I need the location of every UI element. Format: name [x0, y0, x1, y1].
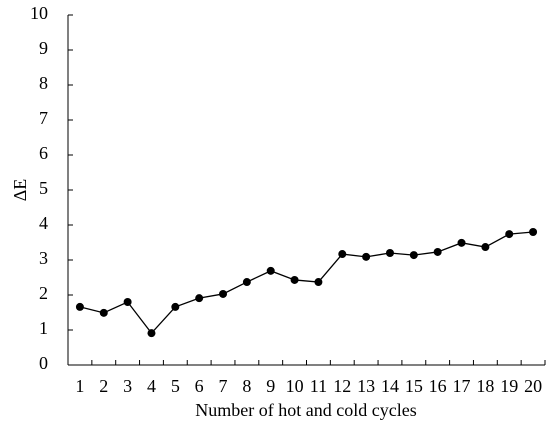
- x-tick-label: 11: [310, 376, 327, 396]
- y-tick-label: 2: [39, 283, 48, 303]
- data-point: [219, 289, 228, 298]
- x-tick-label: 14: [381, 376, 399, 396]
- data-point: [195, 294, 204, 303]
- y-tick-label: 8: [39, 73, 48, 93]
- x-tick-label: 8: [242, 376, 251, 396]
- x-tick-label: 19: [500, 376, 518, 396]
- x-tick-label: 10: [286, 376, 304, 396]
- y-tick-label: 5: [39, 178, 48, 198]
- data-point: [171, 302, 180, 311]
- data-point: [433, 247, 442, 256]
- x-tick-label: 13: [357, 376, 375, 396]
- data-point: [99, 308, 108, 317]
- y-tick-label: 9: [39, 38, 48, 58]
- x-axis-label: Number of hot and cold cycles: [195, 400, 416, 420]
- data-point: [481, 243, 490, 252]
- data-point: [242, 278, 251, 287]
- data-point: [457, 238, 466, 247]
- x-tick-label: 17: [453, 376, 471, 396]
- data-point: [314, 278, 323, 287]
- y-tick-label: 10: [30, 3, 48, 23]
- y-tick-label: 0: [39, 353, 48, 373]
- data-point: [409, 251, 418, 260]
- y-axis-label: ΔE: [10, 179, 30, 202]
- x-tick-label: 4: [147, 376, 156, 396]
- data-point: [266, 266, 275, 275]
- data-point: [529, 228, 538, 236]
- data-point: [75, 302, 84, 311]
- data-point: [147, 329, 156, 338]
- x-tick-label: 3: [123, 376, 132, 396]
- x-tick-label: 15: [405, 376, 423, 396]
- data-line: [79, 231, 534, 335]
- x-tick-label: 12: [333, 376, 351, 396]
- y-tick-label: 1: [39, 318, 48, 338]
- x-tick-label: 2: [99, 376, 108, 396]
- data-point: [338, 250, 347, 259]
- x-tick-label: 16: [429, 376, 447, 396]
- data-point: [290, 275, 299, 284]
- data-point: [123, 298, 132, 306]
- data-point: [505, 230, 514, 239]
- x-tick-label: 1: [75, 376, 84, 396]
- x-tick-label: 9: [266, 376, 275, 396]
- data-point: [385, 249, 394, 257]
- y-tick-label: 6: [39, 143, 48, 163]
- data-point: [362, 252, 371, 261]
- y-tick-label: 4: [39, 213, 48, 233]
- x-tick-label: 5: [171, 376, 180, 396]
- x-tick-label: 7: [219, 376, 228, 396]
- x-tick-label: 6: [195, 376, 204, 396]
- x-tick-label: 18: [476, 376, 494, 396]
- y-tick-label: 3: [39, 248, 48, 268]
- x-tick-label: 20: [524, 376, 542, 396]
- y-tick-label: 7: [39, 108, 48, 128]
